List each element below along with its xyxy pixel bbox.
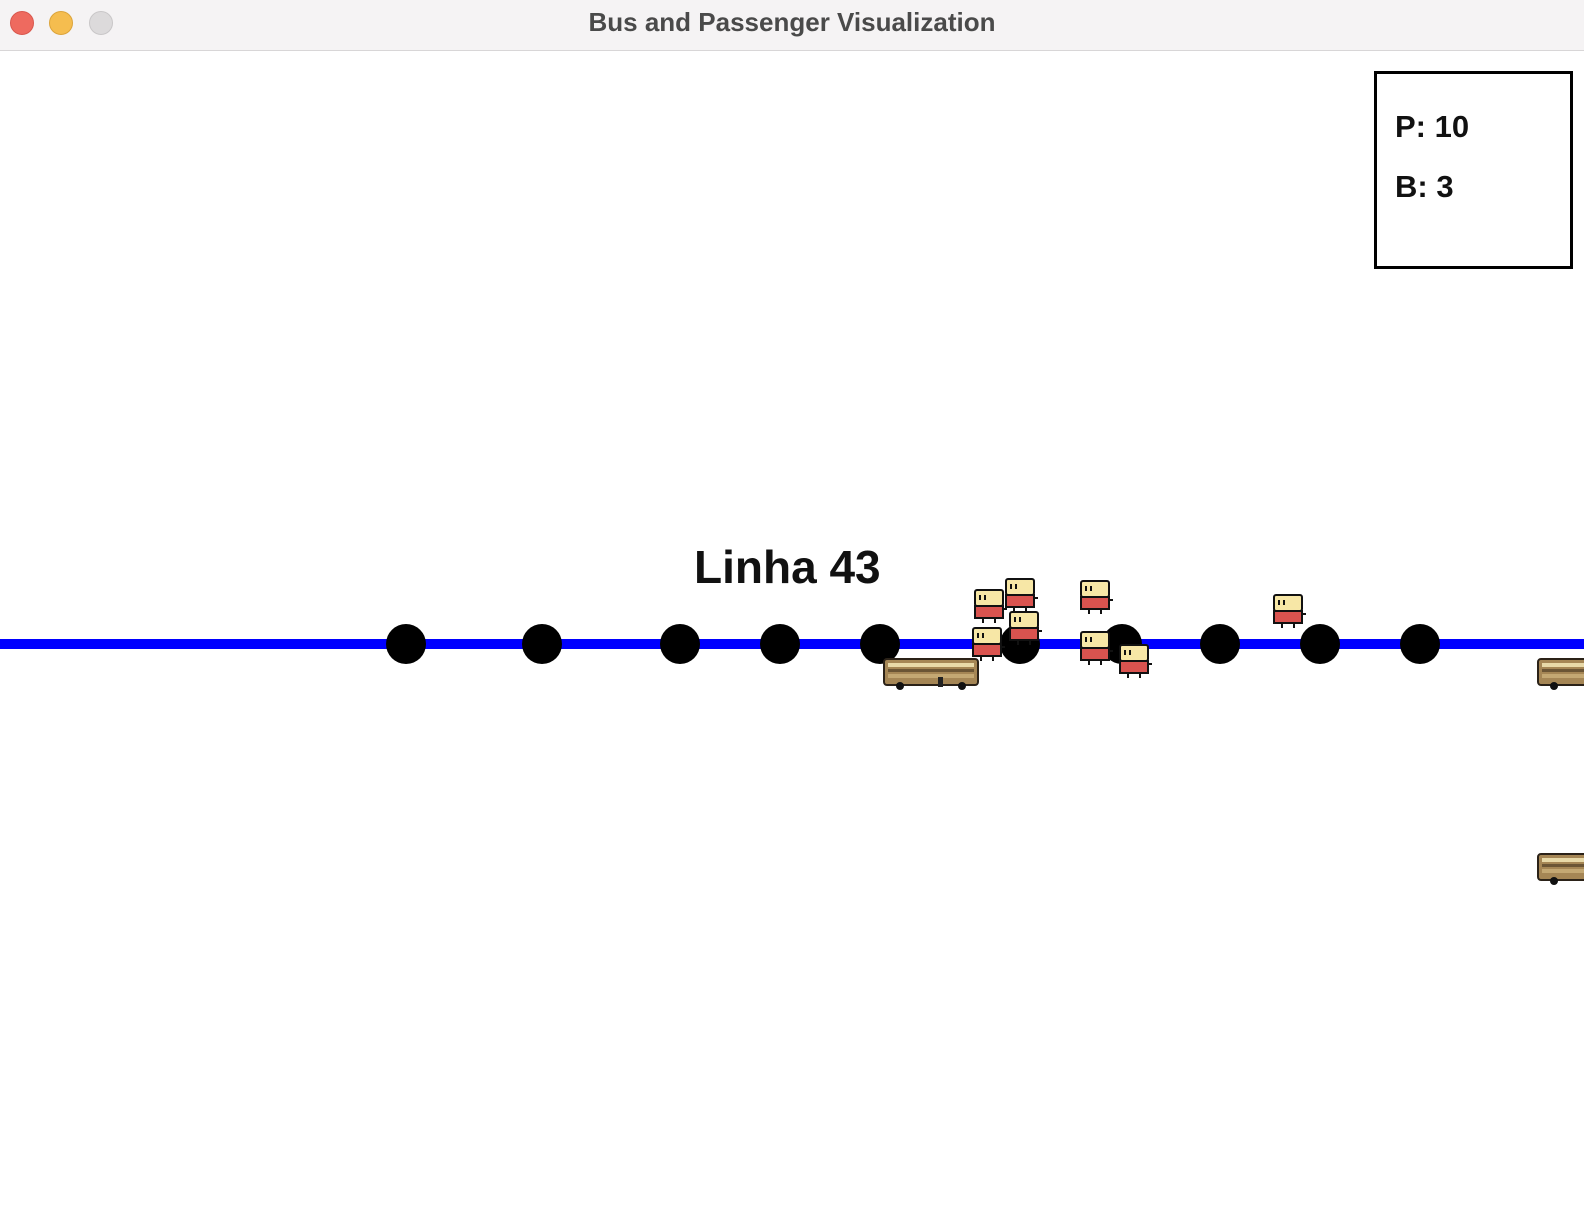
window-titlebar: Bus and Passenger Visualization xyxy=(0,0,1584,51)
bus-stop xyxy=(860,624,900,664)
stats-panel: P: 10 B: 3 xyxy=(1374,71,1573,269)
passenger-count: P: 10 xyxy=(1395,109,1470,144)
passenger-icon xyxy=(1009,611,1042,645)
bus-stop xyxy=(522,624,562,664)
passenger-icon xyxy=(1080,631,1113,665)
passenger-icon xyxy=(1119,644,1152,678)
window-title: Bus and Passenger Visualization xyxy=(588,7,996,37)
bus-icon xyxy=(1537,853,1584,885)
passenger-icon xyxy=(1005,578,1038,612)
passenger-icon xyxy=(972,627,1005,661)
bus-count: B: 3 xyxy=(1395,169,1454,204)
bus-stop xyxy=(386,624,426,664)
zoom-window-button[interactable] xyxy=(89,11,113,35)
bus-stop xyxy=(1300,624,1340,664)
bus-icon xyxy=(1537,658,1584,690)
bus-icon xyxy=(883,658,979,690)
passenger-icon xyxy=(1273,594,1306,628)
bus-line-label: Linha 43 xyxy=(694,541,881,593)
visualization-canvas: P: 10 B: 3 Linha 43 xyxy=(0,52,1584,1231)
passenger-icon xyxy=(1080,580,1113,614)
bus-stop xyxy=(1200,624,1240,664)
bus-stop xyxy=(760,624,800,664)
bus-stop xyxy=(660,624,700,664)
passenger-icon xyxy=(974,589,1007,623)
minimize-window-button[interactable] xyxy=(49,11,73,35)
bus-stop xyxy=(1400,624,1440,664)
close-window-button[interactable] xyxy=(10,11,34,35)
